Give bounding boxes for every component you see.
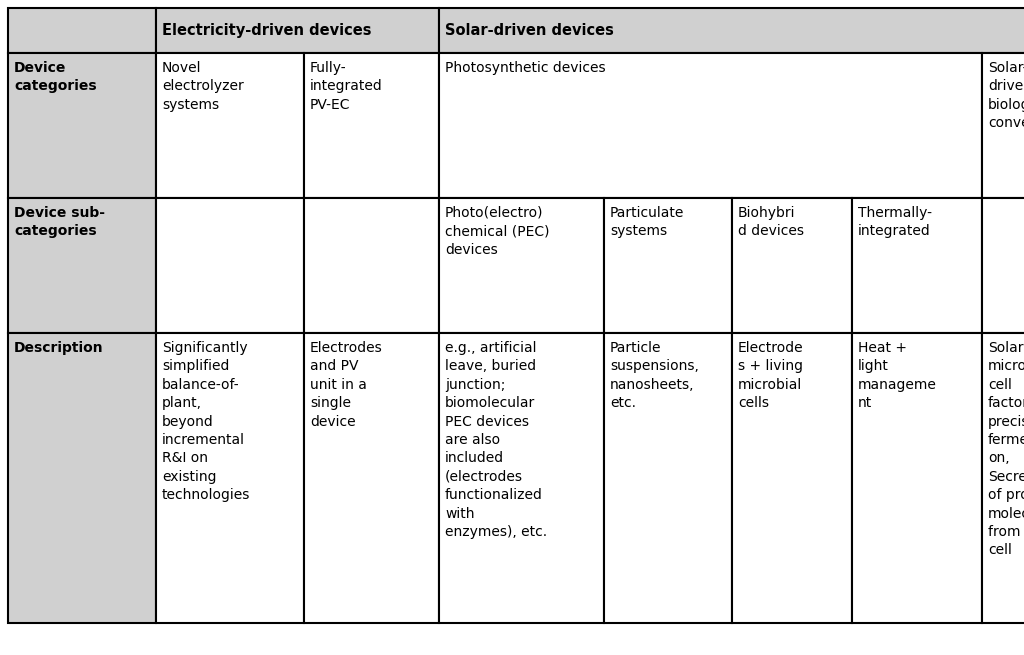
Bar [156,198,304,333]
Bar [604,198,732,333]
Bar [982,333,1024,623]
Bar [156,8,439,53]
Bar [852,198,982,333]
Bar [304,198,439,333]
Text: Electricity-driven devices: Electricity-driven devices [162,23,372,38]
Bar [156,333,304,623]
Text: Thermally-
integrated: Thermally- integrated [858,206,932,238]
Bar [8,53,156,198]
Text: Photosynthetic devices: Photosynthetic devices [445,61,605,75]
Text: Solar
microbial
cell
factories,
precision
fermentati
on,
Secretion
of product
mo: Solar microbial cell factories, precisio… [988,341,1024,557]
Bar [982,198,1024,333]
Bar [732,333,852,623]
Bar [8,8,156,53]
Text: e.g., artificial
leave, buried
junction;
biomolecular
PEC devices
are also
inclu: e.g., artificial leave, buried junction;… [445,341,547,539]
Text: Significantly
simplified
balance-of-
plant,
beyond
incremental
R&I on
existing
t: Significantly simplified balance-of- pla… [162,341,251,502]
Bar [156,53,304,198]
Text: Electrodes
and PV
unit in a
single
device: Electrodes and PV unit in a single devic… [310,341,383,428]
Bar [304,53,439,198]
Text: Solar-driven devices: Solar-driven devices [445,23,613,38]
Text: Fully-
integrated
PV-EC: Fully- integrated PV-EC [310,61,383,112]
Text: Solar-
driven
biological
conversion: Solar- driven biological conversion [988,61,1024,130]
Bar [852,333,982,623]
Text: Device
categories: Device categories [14,61,96,94]
Text: Particle
suspensions,
nanosheets,
etc.: Particle suspensions, nanosheets, etc. [610,341,698,410]
Bar [439,8,1024,53]
Text: Description: Description [14,341,103,355]
Bar [982,53,1024,198]
Text: Electrode
s + living
microbial
cells: Electrode s + living microbial cells [738,341,804,410]
Bar [8,198,156,333]
Bar [732,198,852,333]
Bar [8,333,156,623]
Bar [604,333,732,623]
Text: Particulate
systems: Particulate systems [610,206,684,238]
Bar [304,333,439,623]
Text: Device sub-
categories: Device sub- categories [14,206,105,238]
Text: Novel
electrolyzer
systems: Novel electrolyzer systems [162,61,244,112]
Bar [439,333,604,623]
Text: Heat +
light
manageme
nt: Heat + light manageme nt [858,341,937,410]
Text: Photo(electro)
chemical (PEC)
devices: Photo(electro) chemical (PEC) devices [445,206,550,257]
Text: Biohybri
d devices: Biohybri d devices [738,206,804,238]
Bar [439,198,604,333]
Bar [439,53,982,198]
